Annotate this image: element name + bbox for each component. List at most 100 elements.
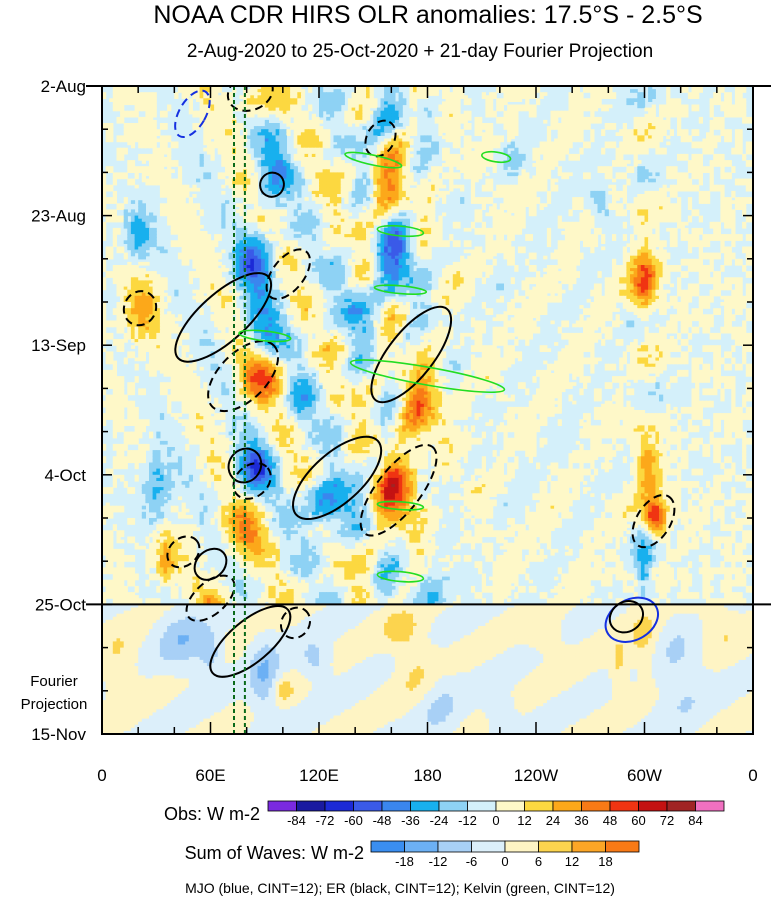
field-cell [362, 206, 366, 210]
field-cell [399, 206, 403, 210]
field-cell [482, 169, 486, 173]
field-cell [192, 194, 196, 198]
field-cell [218, 89, 222, 93]
field-cell [250, 219, 254, 223]
field-cell [142, 145, 146, 149]
field-cell [449, 139, 453, 143]
field-cell [417, 151, 421, 155]
field-cell [579, 139, 583, 143]
field-cell [453, 225, 457, 229]
field-cell [467, 117, 471, 121]
field-cell [211, 157, 215, 161]
field-cell [608, 105, 612, 109]
field-cell [699, 231, 703, 235]
field-cell [540, 206, 544, 210]
field-cell [352, 176, 356, 180]
field-cell [124, 200, 128, 204]
field-cell [120, 139, 124, 143]
field-cell [695, 188, 699, 192]
field-cell [319, 209, 323, 213]
field-cell [536, 188, 540, 192]
field-cell [326, 145, 330, 149]
field-cell [695, 108, 699, 112]
field-cell [485, 200, 489, 204]
field-cell [601, 108, 605, 112]
field-cell [456, 176, 460, 180]
field-cell [623, 200, 627, 204]
field-cell [420, 166, 424, 170]
field-cell [507, 98, 511, 102]
field-cell [507, 145, 511, 149]
field-cell [218, 151, 222, 155]
field-cell [149, 145, 153, 149]
field-cell [334, 139, 338, 143]
field-cell [608, 95, 612, 99]
field-cell [616, 176, 620, 180]
field-cell [413, 166, 417, 170]
field-cell [279, 117, 283, 121]
field-cell [420, 95, 424, 99]
field-cell [127, 182, 131, 186]
field-cell [605, 108, 609, 112]
field-cell [297, 234, 301, 238]
field-cell [117, 206, 121, 210]
field-cell [746, 163, 750, 167]
field-cell [504, 206, 508, 210]
field-cell [203, 142, 207, 146]
field-cell [131, 169, 135, 173]
field-cell [699, 219, 703, 223]
field-cell [612, 163, 616, 167]
field-cell [561, 157, 565, 161]
field-cell [438, 194, 442, 198]
field-cell [673, 194, 677, 198]
field-cell [106, 139, 110, 143]
field-cell [153, 182, 157, 186]
field-cell [500, 120, 504, 124]
field-cell [315, 200, 319, 204]
field-cell [221, 191, 225, 195]
field-cell [485, 172, 489, 176]
field-cell [739, 182, 743, 186]
field-cell [200, 225, 204, 229]
field-cell [117, 157, 121, 161]
field-cell [460, 132, 464, 136]
field-cell [127, 114, 131, 118]
field-cell [720, 219, 724, 223]
field-cell [655, 172, 659, 176]
field-cell [572, 157, 576, 161]
field-cell [308, 176, 312, 180]
field-cell [554, 179, 558, 183]
field-cell [409, 154, 413, 158]
field-cell [117, 120, 121, 124]
field-cell [518, 163, 522, 167]
field-cell [326, 111, 330, 115]
field-cell [362, 126, 366, 130]
field-cell [720, 176, 724, 180]
field-cell [424, 139, 428, 143]
field-cell [619, 163, 623, 167]
field-cell [493, 169, 497, 173]
field-cell [431, 151, 435, 155]
field-cell [413, 209, 417, 213]
field-cell [464, 176, 468, 180]
field-cell [337, 145, 341, 149]
field-cell [435, 197, 439, 201]
field-cell [746, 219, 750, 223]
field-cell [120, 157, 124, 161]
field-cell [471, 200, 475, 204]
field-cell [706, 151, 710, 155]
field-cell [616, 163, 620, 167]
field-cell [413, 132, 417, 136]
field-cell [160, 194, 164, 198]
field-cell [453, 185, 457, 189]
field-cell [525, 203, 529, 207]
field-cell [366, 142, 370, 146]
field-cell [268, 111, 272, 115]
field-cell [319, 114, 323, 118]
field-cell [127, 213, 131, 217]
field-cell [138, 145, 142, 149]
field-cell [341, 101, 345, 105]
field-cell [547, 200, 551, 204]
field-cell [720, 108, 724, 112]
field-cell [124, 101, 128, 105]
